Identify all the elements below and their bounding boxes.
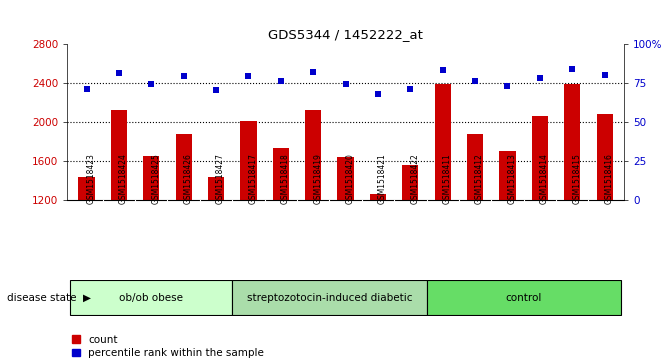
Point bbox=[308, 69, 319, 74]
Bar bbox=[79, 177, 95, 200]
Bar bbox=[597, 114, 613, 200]
Point bbox=[437, 67, 448, 73]
Bar bbox=[435, 83, 451, 200]
Text: GSM1518424: GSM1518424 bbox=[119, 153, 128, 204]
Point bbox=[599, 72, 610, 78]
Bar bbox=[272, 148, 289, 200]
Text: GSM1518419: GSM1518419 bbox=[313, 153, 322, 204]
Text: GSM1518422: GSM1518422 bbox=[411, 153, 419, 204]
Point bbox=[146, 81, 156, 87]
Bar bbox=[143, 156, 160, 200]
Bar bbox=[531, 116, 548, 200]
Point bbox=[81, 86, 92, 92]
Text: control: control bbox=[505, 293, 542, 303]
Bar bbox=[427, 280, 621, 315]
Point bbox=[372, 91, 383, 97]
Point bbox=[405, 86, 416, 92]
Bar bbox=[564, 83, 580, 200]
Point bbox=[113, 70, 124, 76]
Text: GSM1518418: GSM1518418 bbox=[280, 153, 290, 204]
Point bbox=[243, 73, 254, 79]
Bar bbox=[338, 157, 354, 200]
Bar bbox=[111, 110, 127, 200]
Text: GSM1518416: GSM1518416 bbox=[605, 153, 613, 204]
Text: streptozotocin-induced diabetic: streptozotocin-induced diabetic bbox=[247, 293, 412, 303]
Point bbox=[340, 81, 351, 87]
Point bbox=[275, 78, 286, 84]
Bar bbox=[402, 164, 419, 200]
Text: GSM1518417: GSM1518417 bbox=[248, 153, 258, 204]
Bar bbox=[70, 280, 232, 315]
Text: GSM1518414: GSM1518414 bbox=[540, 153, 549, 204]
Bar bbox=[208, 177, 224, 200]
Bar bbox=[240, 121, 256, 200]
Bar bbox=[232, 280, 427, 315]
Text: GSM1518413: GSM1518413 bbox=[507, 153, 517, 204]
Point bbox=[502, 83, 513, 89]
Bar bbox=[467, 134, 483, 200]
Bar bbox=[499, 151, 515, 200]
Text: GSM1518411: GSM1518411 bbox=[443, 153, 452, 204]
Text: GSM1518412: GSM1518412 bbox=[475, 153, 484, 204]
Text: ob/ob obese: ob/ob obese bbox=[119, 293, 183, 303]
Bar bbox=[176, 134, 192, 200]
Text: disease state  ▶: disease state ▶ bbox=[7, 293, 91, 303]
Text: GSM1518415: GSM1518415 bbox=[572, 153, 581, 204]
Bar bbox=[370, 194, 386, 200]
Legend: count, percentile rank within the sample: count, percentile rank within the sample bbox=[72, 335, 264, 358]
Text: GSM1518421: GSM1518421 bbox=[378, 153, 387, 204]
Point bbox=[470, 78, 480, 84]
Text: GSM1518420: GSM1518420 bbox=[346, 153, 354, 204]
Point bbox=[178, 73, 189, 79]
Point bbox=[211, 87, 221, 93]
Text: GSM1518425: GSM1518425 bbox=[151, 153, 160, 204]
Text: GSM1518423: GSM1518423 bbox=[87, 153, 95, 204]
Text: GSM1518426: GSM1518426 bbox=[184, 153, 193, 204]
Point bbox=[567, 66, 578, 72]
Text: GSM1518427: GSM1518427 bbox=[216, 153, 225, 204]
Bar bbox=[305, 110, 321, 200]
Title: GDS5344 / 1452222_at: GDS5344 / 1452222_at bbox=[268, 28, 423, 41]
Point bbox=[535, 75, 546, 81]
